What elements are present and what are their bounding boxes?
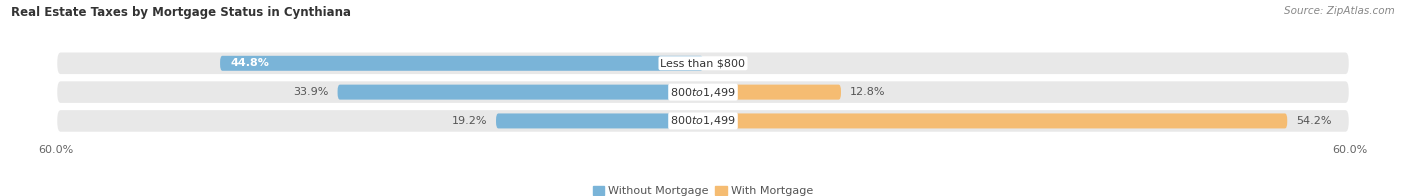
Text: 0.0%: 0.0% — [711, 58, 740, 68]
Text: Less than $800: Less than $800 — [661, 58, 745, 68]
Text: 12.8%: 12.8% — [849, 87, 886, 97]
FancyBboxPatch shape — [221, 56, 703, 71]
Text: Source: ZipAtlas.com: Source: ZipAtlas.com — [1284, 6, 1395, 16]
Text: 54.2%: 54.2% — [1296, 116, 1331, 126]
FancyBboxPatch shape — [703, 113, 1288, 128]
FancyBboxPatch shape — [56, 80, 1350, 104]
FancyBboxPatch shape — [56, 52, 1350, 75]
Text: 19.2%: 19.2% — [451, 116, 488, 126]
FancyBboxPatch shape — [703, 85, 841, 100]
FancyBboxPatch shape — [337, 85, 703, 100]
Text: $800 to $1,499: $800 to $1,499 — [671, 114, 735, 127]
FancyBboxPatch shape — [496, 113, 703, 128]
Legend: Without Mortgage, With Mortgage: Without Mortgage, With Mortgage — [593, 186, 813, 196]
Text: 44.8%: 44.8% — [231, 58, 270, 68]
FancyBboxPatch shape — [56, 109, 1350, 133]
Text: Real Estate Taxes by Mortgage Status in Cynthiana: Real Estate Taxes by Mortgage Status in … — [11, 6, 352, 19]
Text: $800 to $1,499: $800 to $1,499 — [671, 86, 735, 99]
Text: 33.9%: 33.9% — [294, 87, 329, 97]
